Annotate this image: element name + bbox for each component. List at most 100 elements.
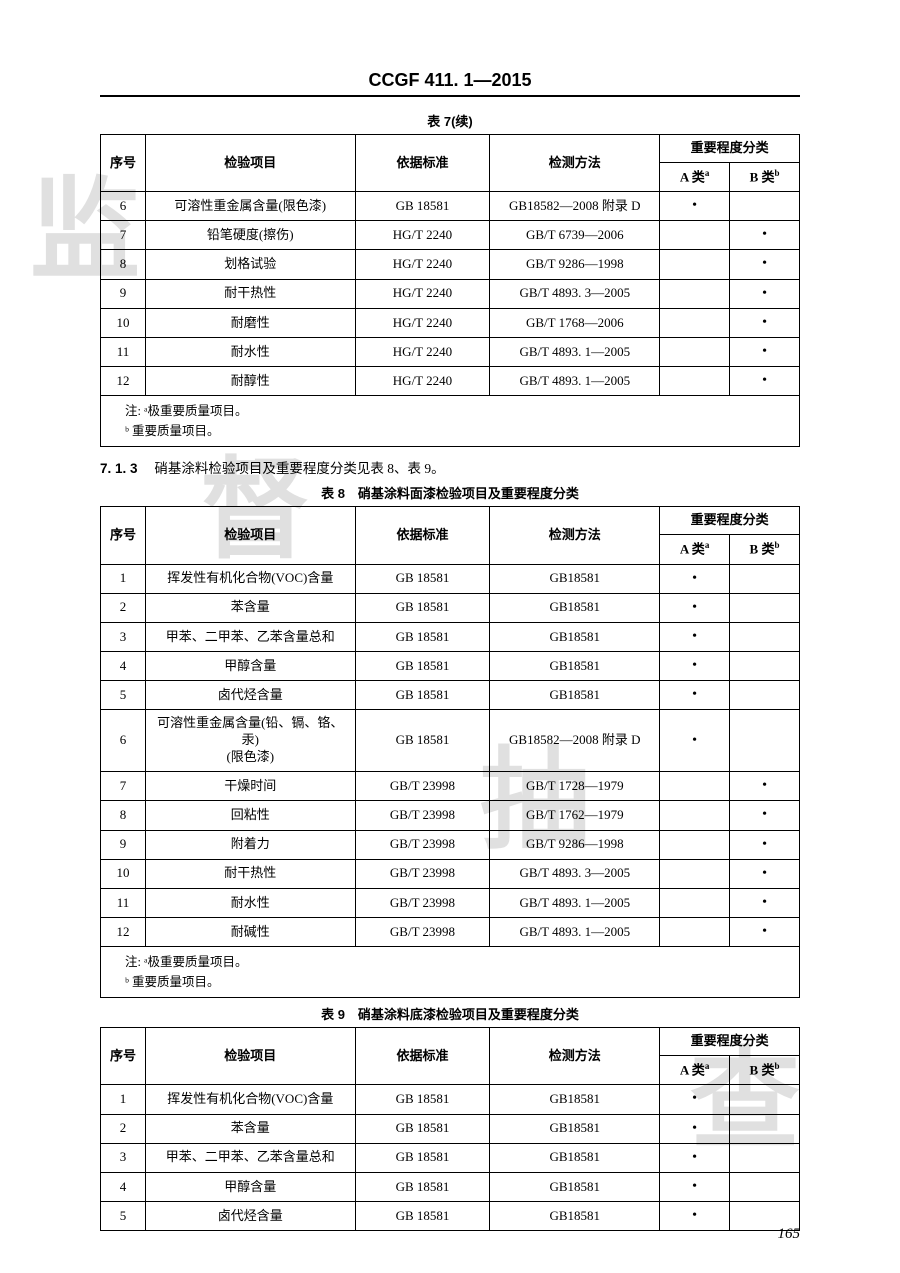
table9-head: 序号 检验项目 依据标准 检测方法 重要程度分类 A 类a B 类b <box>101 1028 800 1085</box>
table-row: 10耐干热性GB/T 23998GB/T 4893. 3—2005• <box>101 859 800 888</box>
col-std-header: 依据标准 <box>355 135 490 192</box>
section-number: 7. 1. 3 <box>100 461 138 476</box>
cell-method: GB18581 <box>490 652 660 681</box>
cell-seq: 12 <box>101 918 146 947</box>
table7: 序号 检验项目 依据标准 检测方法 重要程度分类 A 类a B 类b 6可溶性重… <box>100 134 800 447</box>
cell-a: • <box>660 192 730 221</box>
cell-a <box>660 338 730 367</box>
table9-caption: 表 9 硝基涂料底漆检验项目及重要程度分类 <box>100 1004 800 1023</box>
cell-b: • <box>730 221 800 250</box>
cell-std: GB 18581 <box>355 710 490 772</box>
table7-note-a: 注: ᵃ极重要质量项目。 <box>125 401 793 421</box>
cell-b: • <box>730 250 800 279</box>
table8-note-b: ᵇ 重要质量项目。 <box>125 972 793 992</box>
table-row: 11耐水性HG/T 2240GB/T 4893. 1—2005• <box>101 338 800 367</box>
table-row: 7干燥时间GB/T 23998GB/T 1728—1979• <box>101 772 800 801</box>
section-7-1-3: 7. 1. 3 硝基涂料检验项目及重要程度分类见表 8、表 9。 <box>100 457 800 477</box>
cell-a: • <box>660 622 730 651</box>
cell-item: 划格试验 <box>145 250 355 279</box>
cell-b: • <box>730 308 800 337</box>
table-row: 3甲苯、二甲苯、乙苯含量总和GB 18581GB18581• <box>101 622 800 651</box>
cell-std: GB 18581 <box>355 192 490 221</box>
col-seq-header: 序号 <box>101 507 146 564</box>
cell-seq: 2 <box>101 593 146 622</box>
cell-b <box>730 1143 800 1172</box>
cell-std: HG/T 2240 <box>355 338 490 367</box>
table-row: 5卤代烃含量GB 18581GB18581• <box>101 1202 800 1231</box>
table7-note-b: ᵇ 重要质量项目。 <box>125 421 793 441</box>
cell-a <box>660 221 730 250</box>
col-method-header: 检测方法 <box>490 1028 660 1085</box>
cell-item: 可溶性重金属含量(铅、镉、铬、汞)(限色漆) <box>145 710 355 772</box>
cell-seq: 6 <box>101 710 146 772</box>
cell-a: • <box>660 593 730 622</box>
cell-item: 回粘性 <box>145 801 355 830</box>
cell-item: 耐水性 <box>145 338 355 367</box>
col-item-header: 检验项目 <box>145 1028 355 1085</box>
col-b-header: B 类b <box>730 162 800 191</box>
table-row: 2苯含量GB 18581GB18581• <box>101 1114 800 1143</box>
cell-method: GB18581 <box>490 1085 660 1114</box>
cell-item: 甲醇含量 <box>145 1172 355 1201</box>
cell-b <box>730 652 800 681</box>
cell-a: • <box>660 1085 730 1114</box>
col-catgroup-header: 重要程度分类 <box>660 1028 800 1056</box>
cell-method: GB/T 4893. 1—2005 <box>490 888 660 917</box>
table7-head: 序号 检验项目 依据标准 检测方法 重要程度分类 A 类a B 类b <box>101 135 800 192</box>
col-method-header: 检测方法 <box>490 135 660 192</box>
cell-seq: 6 <box>101 192 146 221</box>
table-row: 11耐水性GB/T 23998GB/T 4893. 1—2005• <box>101 888 800 917</box>
cell-b: • <box>730 830 800 859</box>
col-item-header: 检验项目 <box>145 135 355 192</box>
cell-std: GB 18581 <box>355 652 490 681</box>
table-row: 3甲苯、二甲苯、乙苯含量总和GB 18581GB18581• <box>101 1143 800 1172</box>
cell-item: 卤代烃含量 <box>145 1202 355 1231</box>
cell-method: GB/T 9286—1998 <box>490 250 660 279</box>
cell-item: 挥发性有机化合物(VOC)含量 <box>145 564 355 593</box>
cell-item: 挥发性有机化合物(VOC)含量 <box>145 1085 355 1114</box>
table8-head: 序号 检验项目 依据标准 检测方法 重要程度分类 A 类a B 类b <box>101 507 800 564</box>
cell-seq: 5 <box>101 681 146 710</box>
cell-method: GB/T 4893. 3—2005 <box>490 279 660 308</box>
cell-seq: 7 <box>101 221 146 250</box>
cell-std: HG/T 2240 <box>355 250 490 279</box>
table-row: 4甲醇含量GB 18581GB18581• <box>101 652 800 681</box>
cell-std: GB/T 23998 <box>355 888 490 917</box>
table8-note-a: 注: ᵃ极重要质量项目。 <box>125 952 793 972</box>
cell-seq: 5 <box>101 1202 146 1231</box>
page-container: 监 督 抽 查 CCGF 411. 1—2015 表 7(续) 序号 检验项目 … <box>0 0 900 1273</box>
cell-seq: 11 <box>101 888 146 917</box>
table-row: 5卤代烃含量GB 18581GB18581• <box>101 681 800 710</box>
table7-note-row: 注: ᵃ极重要质量项目。 ᵇ 重要质量项目。 <box>101 396 800 447</box>
cell-item: 耐干热性 <box>145 859 355 888</box>
cell-method: GB18582—2008 附录 D <box>490 192 660 221</box>
table9-body: 1挥发性有机化合物(VOC)含量GB 18581GB18581•2苯含量GB 1… <box>101 1085 800 1231</box>
cell-method: GB18581 <box>490 1114 660 1143</box>
col-std-header: 依据标准 <box>355 507 490 564</box>
cell-std: GB 18581 <box>355 1114 490 1143</box>
cell-std: GB 18581 <box>355 1202 490 1231</box>
cell-a: • <box>660 564 730 593</box>
cell-item: 铅笔硬度(擦伤) <box>145 221 355 250</box>
header-rule <box>100 95 800 97</box>
cell-item: 甲醇含量 <box>145 652 355 681</box>
cell-a <box>660 859 730 888</box>
table-row: 10耐磨性HG/T 2240GB/T 1768—2006• <box>101 308 800 337</box>
cell-a: • <box>660 681 730 710</box>
col-seq-header: 序号 <box>101 135 146 192</box>
cell-a <box>660 830 730 859</box>
cell-method: GB/T 4893. 1—2005 <box>490 367 660 396</box>
cell-std: HG/T 2240 <box>355 221 490 250</box>
cell-b: • <box>730 279 800 308</box>
cell-item: 耐醇性 <box>145 367 355 396</box>
cell-method: GB18581 <box>490 593 660 622</box>
table-row: 1挥发性有机化合物(VOC)含量GB 18581GB18581• <box>101 564 800 593</box>
cell-b: • <box>730 859 800 888</box>
table-row: 2苯含量GB 18581GB18581• <box>101 593 800 622</box>
cell-seq: 10 <box>101 859 146 888</box>
cell-seq: 2 <box>101 1114 146 1143</box>
table7-body: 6可溶性重金属含量(限色漆)GB 18581GB18582—2008 附录 D•… <box>101 192 800 396</box>
cell-method: GB18582—2008 附录 D <box>490 710 660 772</box>
col-std-header: 依据标准 <box>355 1028 490 1085</box>
cell-a <box>660 918 730 947</box>
